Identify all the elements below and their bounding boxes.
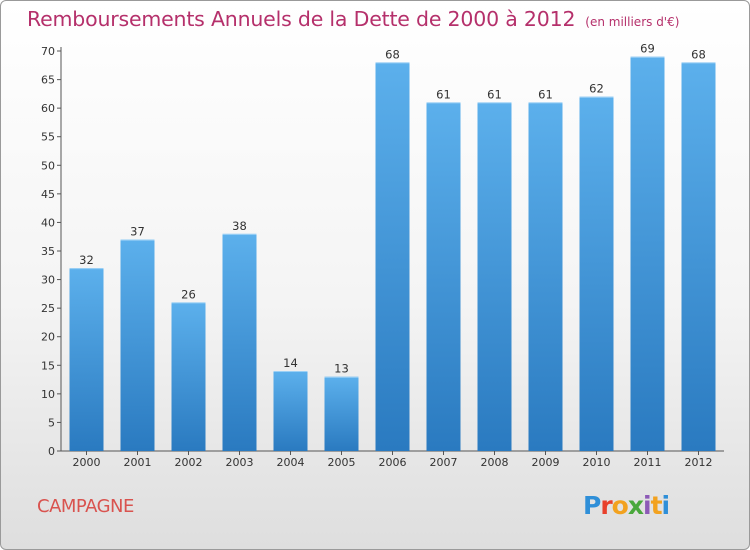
logo-letter: P bbox=[583, 491, 601, 520]
x-tick-label: 2005 bbox=[328, 456, 356, 469]
logo-letter: i bbox=[661, 491, 671, 520]
y-tick-label: 70 bbox=[41, 45, 55, 58]
y-tick-label: 15 bbox=[41, 359, 55, 372]
y-tick-label: 10 bbox=[41, 388, 55, 401]
y-tick-label: 40 bbox=[41, 216, 55, 229]
logo-letter: i bbox=[643, 491, 652, 520]
data-label: 69 bbox=[640, 42, 655, 56]
bar bbox=[681, 62, 716, 452]
x-tick-label: 2000 bbox=[73, 456, 101, 469]
y-tick-label: 30 bbox=[41, 274, 55, 287]
x-tick-label: 2009 bbox=[532, 456, 560, 469]
logo-letter: x bbox=[627, 491, 644, 520]
y-tick-label: 55 bbox=[41, 131, 55, 144]
data-label: 61 bbox=[538, 87, 553, 101]
x-tick-label: 2011 bbox=[634, 456, 662, 469]
data-label: 13 bbox=[334, 362, 349, 376]
data-label: 68 bbox=[385, 47, 400, 61]
data-label: 32 bbox=[79, 253, 94, 267]
logo-letter: r bbox=[600, 491, 612, 520]
y-tick-label: 45 bbox=[41, 188, 55, 201]
logo-letter: o bbox=[611, 491, 629, 520]
y-tick-label: 65 bbox=[41, 74, 55, 87]
labels: 2000 32 2001 37 2002 26 2003 38 2004 14 2005 13 2006… bbox=[73, 42, 713, 469]
bar bbox=[69, 268, 104, 451]
town-name: CAMPAGNE bbox=[37, 496, 134, 517]
x-tick-label: 2008 bbox=[481, 456, 509, 469]
y-tick-label: 60 bbox=[41, 102, 55, 115]
y-tick-label: 50 bbox=[41, 159, 55, 172]
logo-letter: t bbox=[650, 491, 663, 520]
y-tick-label: 35 bbox=[41, 245, 55, 258]
bar bbox=[222, 233, 257, 451]
axes: 0 5 10 15 20 25 30 35 40 45 50 55 60 65 70 bbox=[41, 45, 724, 458]
data-label: 62 bbox=[589, 82, 604, 96]
data-label: 37 bbox=[130, 225, 145, 239]
data-label: 38 bbox=[232, 219, 247, 233]
data-label: 61 bbox=[487, 87, 502, 101]
x-tick-label: 2001 bbox=[124, 456, 152, 469]
bar bbox=[528, 102, 563, 451]
bar bbox=[375, 62, 410, 452]
bars bbox=[69, 56, 716, 452]
y-tick-label: 5 bbox=[48, 416, 55, 429]
bar bbox=[324, 376, 359, 451]
x-tick-label: 2004 bbox=[277, 456, 305, 469]
x-tick-label: 2003 bbox=[226, 456, 254, 469]
bar bbox=[477, 102, 512, 451]
x-tick-label: 2007 bbox=[430, 456, 458, 469]
proxiti-logo: Proxiti bbox=[583, 491, 671, 520]
data-label: 26 bbox=[181, 287, 196, 301]
x-tick-label: 2012 bbox=[685, 456, 713, 469]
bar bbox=[630, 56, 665, 451]
bar bbox=[120, 239, 155, 451]
bar bbox=[273, 371, 308, 451]
bar bbox=[579, 96, 614, 451]
chart-unit-label: (en milliers d'€) bbox=[585, 15, 680, 29]
chart-title: Remboursements Annuels de la Dette de 20… bbox=[27, 7, 576, 31]
data-label: 61 bbox=[436, 87, 451, 101]
bar bbox=[171, 302, 206, 451]
bar bbox=[426, 102, 461, 451]
y-tick-label: 0 bbox=[48, 445, 55, 458]
x-tick-label: 2010 bbox=[583, 456, 611, 469]
x-tick-label: 2002 bbox=[175, 456, 203, 469]
y-tick-label: 20 bbox=[41, 331, 55, 344]
x-tick-label: 2006 bbox=[379, 456, 407, 469]
data-label: 14 bbox=[283, 356, 298, 370]
title-row: Remboursements Annuels de la Dette de 20… bbox=[27, 7, 679, 31]
data-label: 68 bbox=[691, 47, 706, 61]
y-tick-label: 25 bbox=[41, 302, 55, 315]
